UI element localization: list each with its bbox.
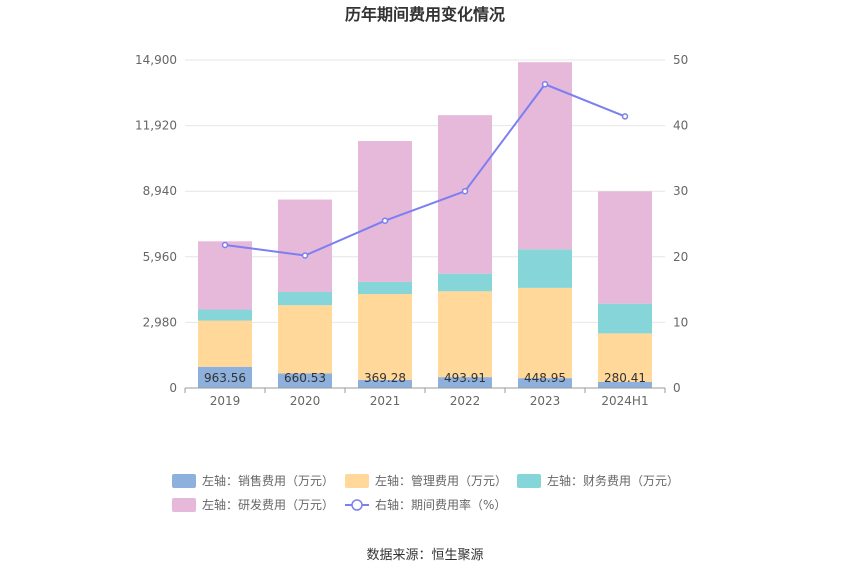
legend-marker	[351, 499, 363, 511]
legend-item[interactable]: 左轴：研发费用（万元）	[172, 497, 334, 512]
right-axis-tick: 0	[673, 381, 681, 395]
bar-segment-1	[598, 333, 652, 382]
legend-label: 左轴：销售费用（万元）	[202, 473, 334, 488]
bar-label: 660.53	[284, 371, 326, 385]
bar-segment-0	[358, 379, 412, 388]
x-axis-tick: 2022	[450, 394, 481, 408]
bar-segment-1	[358, 294, 412, 380]
bar-segment-1	[438, 291, 492, 378]
bar-segment-3	[598, 191, 652, 304]
bar-segment-2	[358, 281, 412, 295]
right-axis-tick: 30	[673, 184, 688, 198]
bar-label: 448.95	[524, 371, 566, 385]
bar-segment-3	[358, 141, 412, 282]
bar-segment-2	[278, 292, 332, 306]
right-axis-tick: 10	[673, 315, 688, 329]
line-point	[221, 241, 229, 249]
bar-segment-2	[438, 273, 492, 292]
x-axis-tick: 2023	[530, 394, 561, 408]
legend-label: 左轴：管理费用（万元）	[375, 473, 507, 488]
legend[interactable]: 左轴：销售费用（万元） 左轴：管理费用（万元） 左轴：财务费用（万元） 左轴：研发费用…	[172, 473, 679, 512]
bar-segment-3	[278, 199, 332, 293]
x-axis-tick: 2021	[370, 394, 401, 408]
bar-segment-1	[198, 320, 252, 367]
bar-segment-3	[518, 62, 572, 250]
bar-segment-0	[438, 377, 492, 388]
right-axis-tick: 40	[673, 119, 688, 133]
left-axis-tick: 2,980	[143, 315, 177, 329]
bar-segment-0	[518, 378, 572, 388]
left-axis-tick: 8,940	[143, 184, 177, 198]
legend-swatch	[517, 474, 541, 488]
x-axis-tick: 2019	[210, 394, 241, 408]
line-point	[301, 252, 309, 259]
bar-segment-2	[518, 249, 572, 288]
right-axis-tick: 50	[673, 53, 688, 67]
line-point	[621, 113, 629, 120]
left-axis-tick: 0	[169, 381, 177, 395]
bar-segment-0	[278, 373, 332, 388]
bar-segment-2	[598, 303, 652, 334]
bar-segment-1	[278, 305, 332, 374]
bar-segment-0	[198, 366, 252, 388]
line-path	[224, 83, 626, 257]
bar-segment-0	[598, 381, 652, 388]
bars	[198, 62, 652, 388]
x-axis-tick: 2024H1	[601, 394, 648, 408]
legend-label: 左轴：研发费用（万元）	[202, 497, 334, 512]
gridlines	[185, 59, 665, 323]
source-note: 数据来源：恒生聚源	[366, 548, 483, 563]
left-axis-tick: 14,900	[135, 53, 177, 67]
left-axis-tick: 11,920	[135, 119, 177, 133]
left-axis-tick: 5,960	[143, 250, 177, 264]
bar-label: 493.91	[444, 371, 486, 385]
bar-segment-3	[198, 241, 252, 310]
expense-ratio-line	[221, 81, 629, 259]
bar-labels: 963.56 660.53 369.28 493.91 448.95 280.41	[204, 371, 646, 385]
legend-item[interactable]: 左轴：销售费用（万元）	[172, 473, 334, 488]
chart-title: 历年期间费用变化情况	[345, 5, 505, 24]
legend-label: 左轴：财务费用（万元）	[547, 473, 679, 488]
bar-label: 963.56	[204, 371, 246, 385]
line-point	[541, 81, 549, 88]
axes: 0 0 2,980 10 5,960 20 8,940 30 11,920 40 14,900 50 2…	[135, 53, 688, 408]
bar-segment-2	[198, 309, 252, 321]
legend-item[interactable]: 右轴：期间费用率（%）	[345, 497, 506, 512]
line-point	[461, 187, 469, 195]
legend-swatch	[172, 474, 196, 488]
line-point	[381, 217, 389, 224]
bar-label: 280.41	[604, 371, 646, 385]
bar-label: 369.28	[364, 371, 406, 385]
bar-segment-1	[518, 287, 572, 379]
right-axis-tick: 20	[673, 250, 688, 264]
legend-item[interactable]: 左轴：财务费用（万元）	[517, 473, 679, 488]
legend-item[interactable]: 左轴：管理费用（万元）	[345, 473, 507, 488]
legend-swatch	[345, 474, 369, 488]
legend-label: 右轴：期间费用率（%）	[375, 497, 506, 512]
legend-swatch	[172, 498, 196, 512]
x-axis-tick: 2020	[290, 394, 321, 408]
